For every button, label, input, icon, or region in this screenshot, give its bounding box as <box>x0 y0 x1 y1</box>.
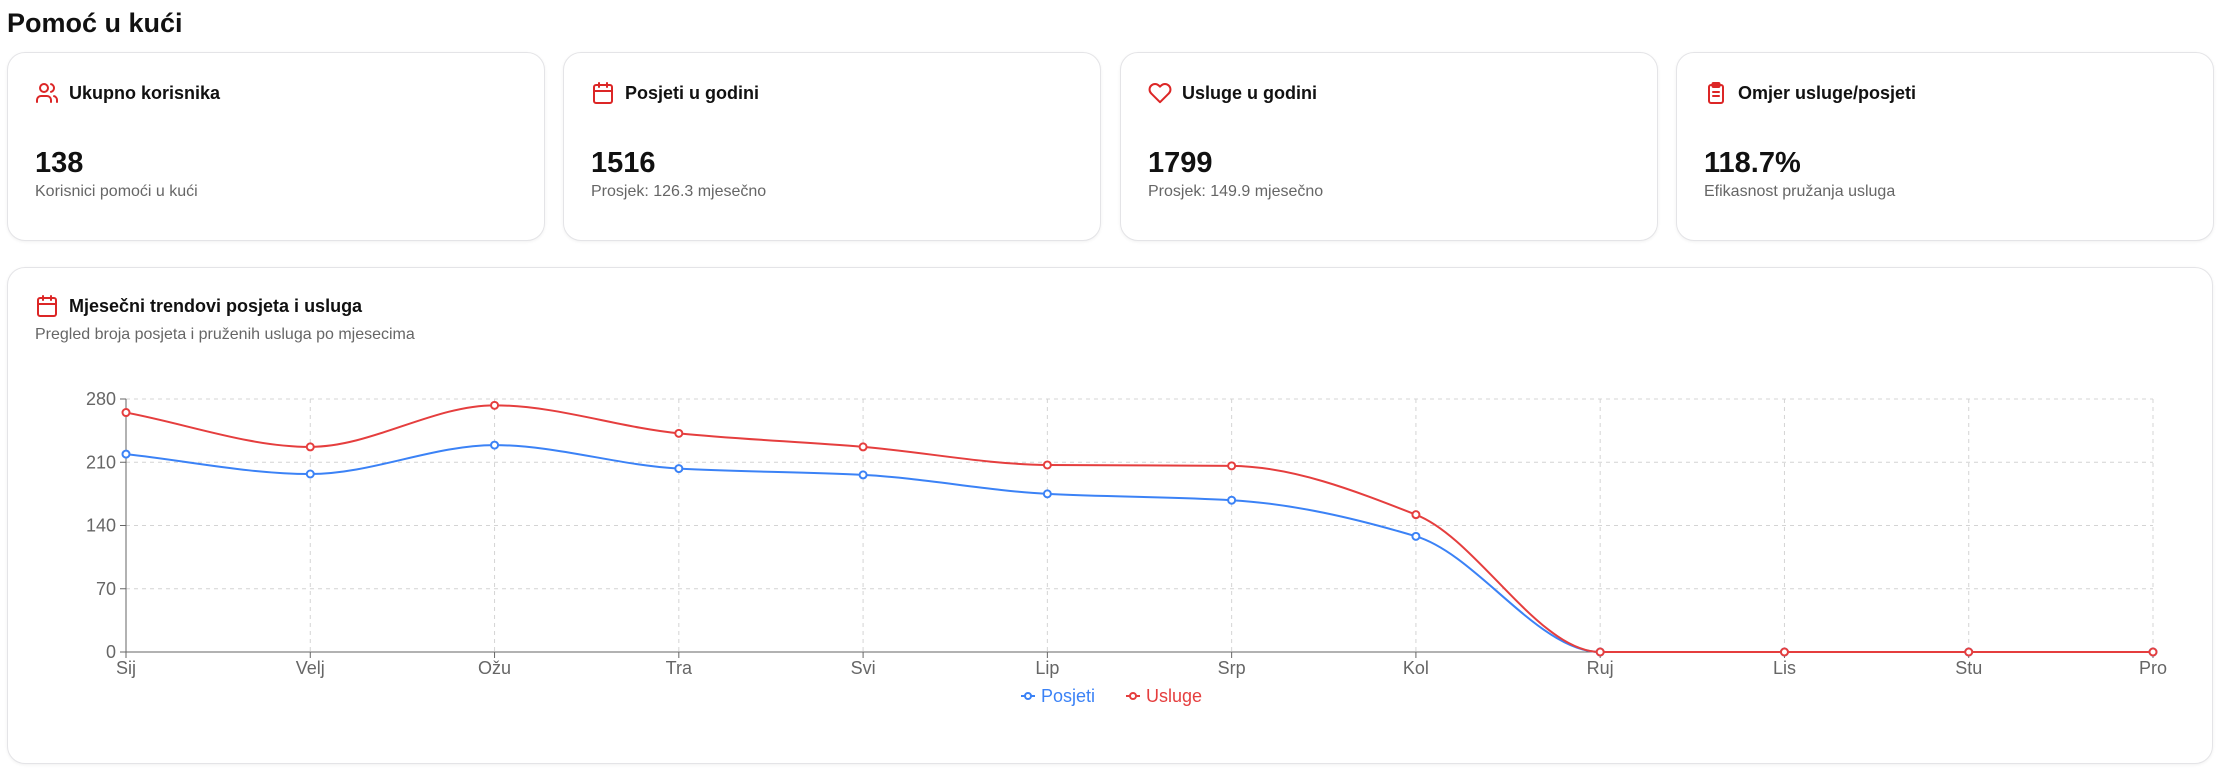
x-tick-label: Kol <box>1403 658 1429 678</box>
stat-label: Ukupno korisnika <box>69 82 221 103</box>
stat-subtitle: Korisnici pomoći u kući <box>35 183 198 200</box>
stat-label: Posjeti u godini <box>625 82 759 103</box>
y-tick-label: 0 <box>106 642 116 662</box>
data-point-posjeti <box>674 464 684 474</box>
chart-card: Mjesečni trendovi posjeta i usluga Pregl… <box>7 267 2213 764</box>
y-tick-label: 70 <box>96 579 116 599</box>
x-tick-label: Srp <box>1218 658 1246 678</box>
data-point-usluge <box>1779 647 1789 657</box>
x-tick-label: Sij <box>116 658 136 678</box>
stat-value: 118.7% <box>1704 147 1801 179</box>
data-point-posjeti <box>1227 495 1237 505</box>
stat-subtitle: Prosjek: 126.3 mjesečno <box>591 183 767 200</box>
stat-subtitle: Prosjek: 149.9 mjesečno <box>1148 183 1324 200</box>
data-point-usluge <box>674 428 684 438</box>
data-point-posjeti <box>490 440 500 450</box>
stat-value: 1799 <box>1148 147 1213 179</box>
data-point-usluge <box>121 408 131 418</box>
users-icon <box>36 83 58 103</box>
data-point-usluge <box>1595 647 1605 657</box>
stat-subtitle: Efikasnost pružanja usluga <box>1704 183 1896 200</box>
x-tick-label: Velj <box>296 658 325 678</box>
clipboard-icon <box>1708 82 1724 104</box>
legend-label-usluge: Usluge <box>1146 686 1202 706</box>
x-tick-label: Pro <box>2139 658 2167 678</box>
legend-marker-usluge <box>1129 692 1137 700</box>
y-tick-label: 280 <box>86 389 116 409</box>
calendar-icon <box>37 295 57 317</box>
data-point-usluge <box>305 442 315 452</box>
x-tick-label: Lis <box>1773 658 1796 678</box>
data-point-posjeti <box>305 469 315 479</box>
data-point-usluge <box>1964 647 1974 657</box>
x-tick-label: Lip <box>1035 658 1059 678</box>
x-tick-label: Ruj <box>1587 658 1614 678</box>
series-line-usluge <box>125 404 2153 653</box>
data-point-posjeti <box>121 449 131 459</box>
stat-card-ratio: Omjer usluge/posjeti 118.7% Efikasnost p… <box>1676 52 2214 241</box>
x-tick-label: Ožu <box>478 658 511 678</box>
data-point-usluge <box>2148 647 2158 657</box>
stat-card-services: Usluge u godini 1799 Prosjek: 149.9 mjes… <box>1120 52 1658 241</box>
chart-description: Pregled broja posjeta i pruženih usluga … <box>35 326 415 343</box>
x-tick-label: Tra <box>666 658 693 678</box>
data-point-usluge <box>1042 460 1052 470</box>
stat-card-users: Ukupno korisnika 138 Korisnici pomoći u … <box>7 52 545 241</box>
x-tick-label: Stu <box>1955 658 1982 678</box>
data-point-posjeti <box>1411 531 1421 541</box>
stat-value: 138 <box>35 147 84 179</box>
stat-label: Omjer usluge/posjeti <box>1738 82 1917 103</box>
legend-label-posjeti: Posjeti <box>1041 686 1095 706</box>
chart-title: Mjesečni trendovi posjeta i usluga <box>69 295 363 316</box>
data-point-posjeti <box>858 470 868 480</box>
calendar-icon <box>593 82 613 104</box>
stat-value: 1516 <box>591 147 656 179</box>
line-chart: 0 70 140 210 280 Sij Velj Ožu Tra Svi Lip Srp Kol Ruj… <box>86 389 2167 706</box>
data-point-usluge <box>1227 461 1237 471</box>
data-point-usluge <box>1411 510 1421 520</box>
legend-marker-posjeti <box>1024 692 1032 700</box>
y-tick-label: 140 <box>86 516 116 536</box>
series-line-posjeti <box>125 444 2153 653</box>
data-point-usluge <box>858 442 868 452</box>
page-title: Pomoć u kući <box>7 8 183 38</box>
heart-icon <box>1148 83 1172 104</box>
data-point-usluge <box>490 400 500 410</box>
y-tick-label: 210 <box>86 452 116 472</box>
x-tick-label: Svi <box>851 658 876 678</box>
data-point-posjeti <box>1042 489 1052 499</box>
stat-label: Usluge u godini <box>1182 82 1317 103</box>
stat-card-visits: Posjeti u godini 1516 Prosjek: 126.3 mje… <box>563 52 1101 241</box>
